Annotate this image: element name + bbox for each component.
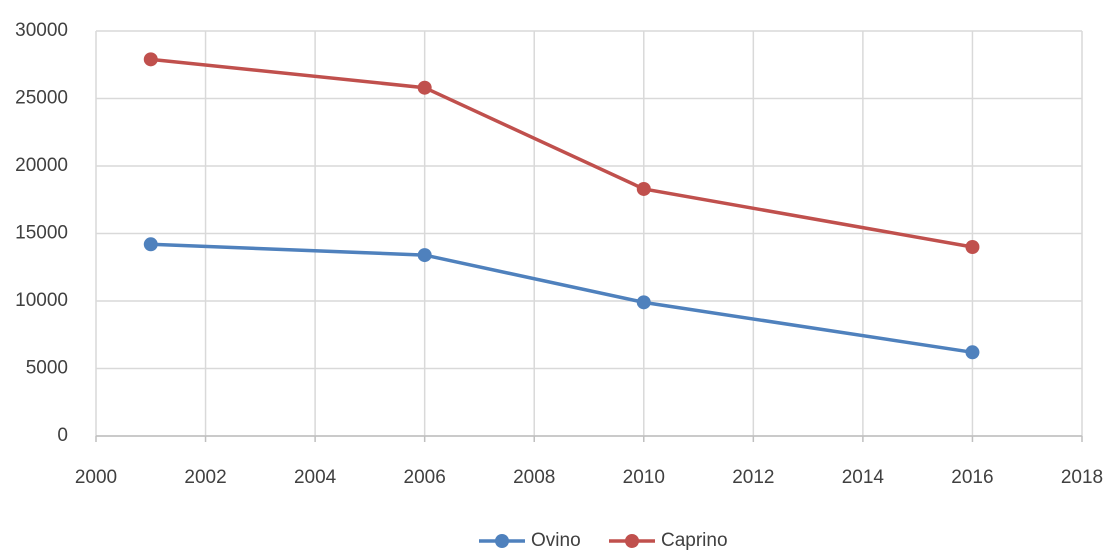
x-tick-label: 2018 <box>1061 467 1103 488</box>
x-tick-label: 2000 <box>75 467 117 488</box>
x-tick-label: 2002 <box>184 467 226 488</box>
y-tick-label: 30000 <box>15 20 68 41</box>
legend-label: Ovino <box>531 530 581 551</box>
legend-label: Caprino <box>661 530 728 551</box>
data-point <box>636 181 651 196</box>
x-tick-label: 2014 <box>842 467 885 488</box>
data-point <box>143 52 158 67</box>
x-tick-label: 2012 <box>732 467 774 488</box>
y-tick-label: 25000 <box>15 88 68 109</box>
y-tick-label: 20000 <box>15 155 68 176</box>
data-point <box>417 248 432 263</box>
x-tick-label: 2010 <box>623 467 665 488</box>
data-point <box>143 237 158 252</box>
y-tick-label: 15000 <box>15 223 68 244</box>
series-line <box>150 242 973 355</box>
data-point <box>965 240 980 254</box>
series-line <box>150 57 973 249</box>
legend-marker <box>625 534 639 548</box>
x-tick-label: 2016 <box>951 467 993 488</box>
x-tick-label: 2006 <box>404 467 446 488</box>
y-tick-label: 5000 <box>26 358 68 379</box>
y-tick-label: 10000 <box>15 290 68 311</box>
data-point <box>417 80 432 95</box>
y-tick-label: 0 <box>57 425 68 446</box>
x-tick-label: 2008 <box>513 467 555 488</box>
data-point <box>965 345 980 360</box>
data-point <box>636 295 651 310</box>
x-tick-label: 2004 <box>294 467 337 488</box>
legend-marker <box>495 534 509 548</box>
